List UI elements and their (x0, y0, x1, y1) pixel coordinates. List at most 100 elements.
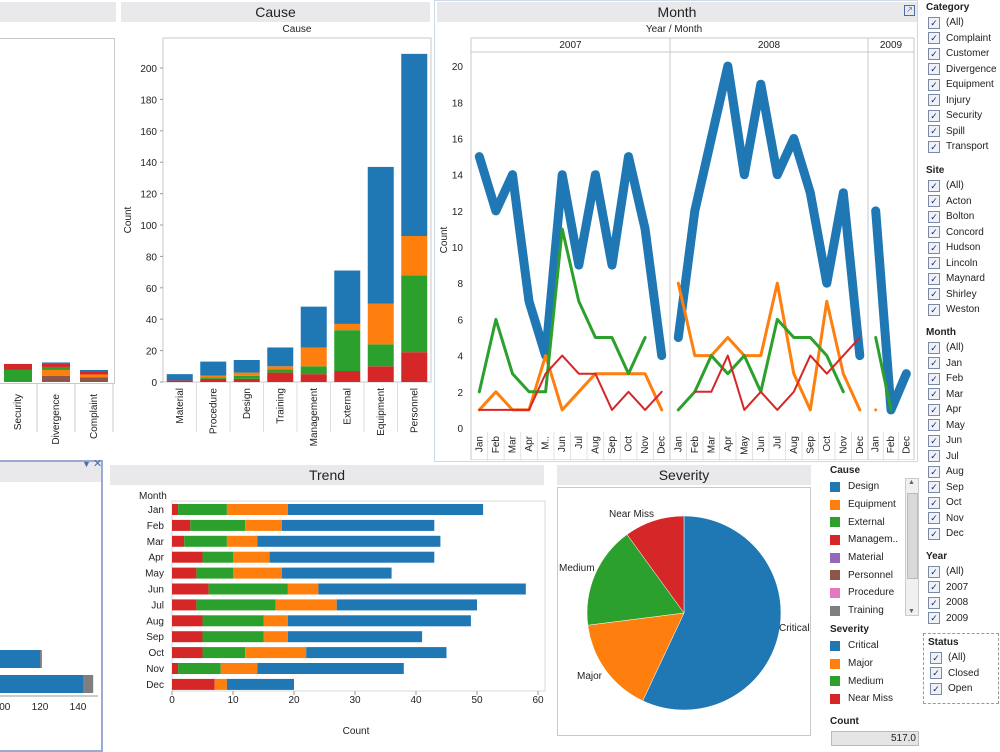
severity-legend-item[interactable]: Critical (828, 637, 918, 655)
category-filter-item[interactable]: ✓ Divergence (922, 62, 1000, 78)
category-filter-item[interactable]: ✓ Spill (922, 124, 1000, 140)
checkbox-icon[interactable]: ✓ (928, 47, 940, 60)
checkbox-icon[interactable]: ✓ (928, 512, 940, 525)
year-filter-item[interactable]: ✓ 2008 (922, 595, 1000, 611)
checkbox-icon[interactable]: ✓ (928, 496, 940, 509)
category-filter-item[interactable]: ✓ Customer (922, 46, 1000, 62)
category-filter-item[interactable]: ✓ Security (922, 108, 1000, 124)
checkbox-icon[interactable]: ✓ (930, 682, 942, 695)
popout-icon[interactable]: ↗ (904, 5, 915, 16)
status-filter-item[interactable]: ✓ Open (924, 681, 998, 697)
checkbox-icon[interactable]: ✓ (928, 272, 940, 285)
site-filter-item[interactable]: ✓ (All) (922, 178, 1000, 194)
checkbox-icon[interactable]: ✓ (928, 288, 940, 301)
cause-legend-item[interactable]: Personnel (828, 566, 903, 584)
cause-bar-segment (300, 374, 327, 382)
month-filter-item[interactable]: ✓ Mar (922, 387, 1000, 403)
category-filter-item[interactable]: ✓ Transport (922, 139, 1000, 155)
checkbox-icon[interactable]: ✓ (928, 419, 940, 432)
site-filter-item[interactable]: ✓ Bolton (922, 209, 1000, 225)
cause-legend-item[interactable]: Material (828, 549, 903, 567)
cause-legend-item[interactable]: Design (828, 478, 903, 496)
checkbox-icon[interactable]: ✓ (928, 109, 940, 122)
checkbox-icon[interactable]: ✓ (928, 125, 940, 138)
month-filter-item[interactable]: ✓ Feb (922, 371, 1000, 387)
year-filter-item[interactable]: ✓ (All) (922, 564, 1000, 580)
checkbox-icon[interactable]: ✓ (928, 179, 940, 192)
month-filter-item[interactable]: ✓ Jan (922, 356, 1000, 372)
site-filter-item[interactable]: ✓ Concord (922, 225, 1000, 241)
category-partial-bar-segment (42, 362, 70, 364)
checkbox-icon[interactable]: ✓ (928, 357, 940, 370)
year-filter-item[interactable]: ✓ 2007 (922, 580, 1000, 596)
dropdown-arrow-icon[interactable]: ▼ (82, 459, 91, 469)
checkbox-icon[interactable]: ✓ (928, 16, 940, 29)
checkbox-icon[interactable]: ✓ (928, 527, 940, 540)
checkbox-icon[interactable]: ✓ (928, 32, 940, 45)
checkbox-icon[interactable]: ✓ (928, 481, 940, 494)
month-filter-item[interactable]: ✓ Dec (922, 526, 1000, 542)
month-filter-item[interactable]: ✓ Oct (922, 495, 1000, 511)
checkbox-icon[interactable]: ✓ (928, 257, 940, 270)
checkbox-icon[interactable]: ✓ (928, 63, 940, 76)
status-filter-item[interactable]: ✓ Closed (924, 666, 998, 682)
checkbox-icon[interactable]: ✓ (928, 596, 940, 609)
site-filter-item[interactable]: ✓ Acton (922, 194, 1000, 210)
status-filter-item[interactable]: ✓ (All) (924, 650, 998, 666)
category-filter-item[interactable]: ✓ Equipment (922, 77, 1000, 93)
checkbox-icon[interactable]: ✓ (928, 612, 940, 625)
checkbox-icon[interactable]: ✓ (930, 651, 942, 664)
checkbox-icon[interactable]: ✓ (928, 372, 940, 385)
checkbox-icon[interactable]: ✓ (928, 303, 940, 316)
severity-legend-item[interactable]: Medium (828, 672, 918, 690)
close-icon[interactable]: ✕ (93, 458, 103, 470)
cause-legend-item[interactable]: Training (828, 602, 903, 620)
site-filter-item[interactable]: ✓ Lincoln (922, 256, 1000, 272)
cause-legend-item[interactable]: Equipment (828, 496, 903, 514)
checkbox-icon[interactable]: ✓ (928, 581, 940, 594)
scroll-up-icon[interactable]: ▲ (908, 479, 915, 486)
month-filter-item[interactable]: ✓ May (922, 418, 1000, 434)
month-filter-item[interactable]: ✓ Apr (922, 402, 1000, 418)
severity-legend-item[interactable]: Near Miss (828, 690, 918, 708)
checkbox-icon[interactable]: ✓ (928, 450, 940, 463)
checkbox-icon[interactable]: ✓ (928, 388, 940, 401)
month-filter-item[interactable]: ✓ Nov (922, 511, 1000, 527)
severity-legend-item[interactable]: Major (828, 655, 918, 673)
month-filter-item[interactable]: ✓ Sep (922, 480, 1000, 496)
checkbox-icon[interactable]: ✓ (928, 195, 940, 208)
site-filter-item[interactable]: ✓ Weston (922, 302, 1000, 318)
month-filter-item[interactable]: ✓ Jun (922, 433, 1000, 449)
cause-legend-scrollbar[interactable]: ▲ ▼ (905, 478, 919, 616)
site-filter-item[interactable]: ✓ Shirley (922, 287, 1000, 303)
checkbox-icon[interactable]: ✓ (928, 403, 940, 416)
checkbox-icon[interactable]: ✓ (928, 94, 940, 107)
checkbox-icon[interactable]: ✓ (928, 226, 940, 239)
checkbox-icon[interactable]: ✓ (928, 434, 940, 447)
cause-legend-item[interactable]: External (828, 513, 903, 531)
scroll-thumb[interactable] (907, 493, 918, 579)
category-filter-item[interactable]: ✓ Injury (922, 93, 1000, 109)
checkbox-icon[interactable]: ✓ (930, 667, 942, 680)
month-filter-item[interactable]: ✓ Jul (922, 449, 1000, 465)
category-filter-item[interactable]: ✓ Complaint (922, 31, 1000, 47)
year-filter: Year ✓ (All) ✓ 2007 ✓ 2008 ✓ 2009 (922, 551, 1000, 626)
checkbox-icon[interactable]: ✓ (928, 210, 940, 223)
category-filter-label: Divergence (946, 63, 997, 75)
cause-legend-item[interactable]: Managem.. (828, 531, 903, 549)
category-partial-tick-label: Divergence (51, 394, 62, 445)
checkbox-icon[interactable]: ✓ (928, 465, 940, 478)
month-filter-item[interactable]: ✓ (All) (922, 340, 1000, 356)
scroll-down-icon[interactable]: ▼ (908, 608, 915, 615)
category-filter-item[interactable]: ✓ (All) (922, 15, 1000, 31)
year-filter-item[interactable]: ✓ 2009 (922, 611, 1000, 627)
checkbox-icon[interactable]: ✓ (928, 341, 940, 354)
site-filter-item[interactable]: ✓ Hudson (922, 240, 1000, 256)
site-filter-item[interactable]: ✓ Maynard (922, 271, 1000, 287)
checkbox-icon[interactable]: ✓ (928, 565, 940, 578)
checkbox-icon[interactable]: ✓ (928, 140, 940, 153)
cause-legend-item[interactable]: Procedure (828, 584, 903, 602)
month-filter-item[interactable]: ✓ Aug (922, 464, 1000, 480)
checkbox-icon[interactable]: ✓ (928, 241, 940, 254)
checkbox-icon[interactable]: ✓ (928, 78, 940, 91)
